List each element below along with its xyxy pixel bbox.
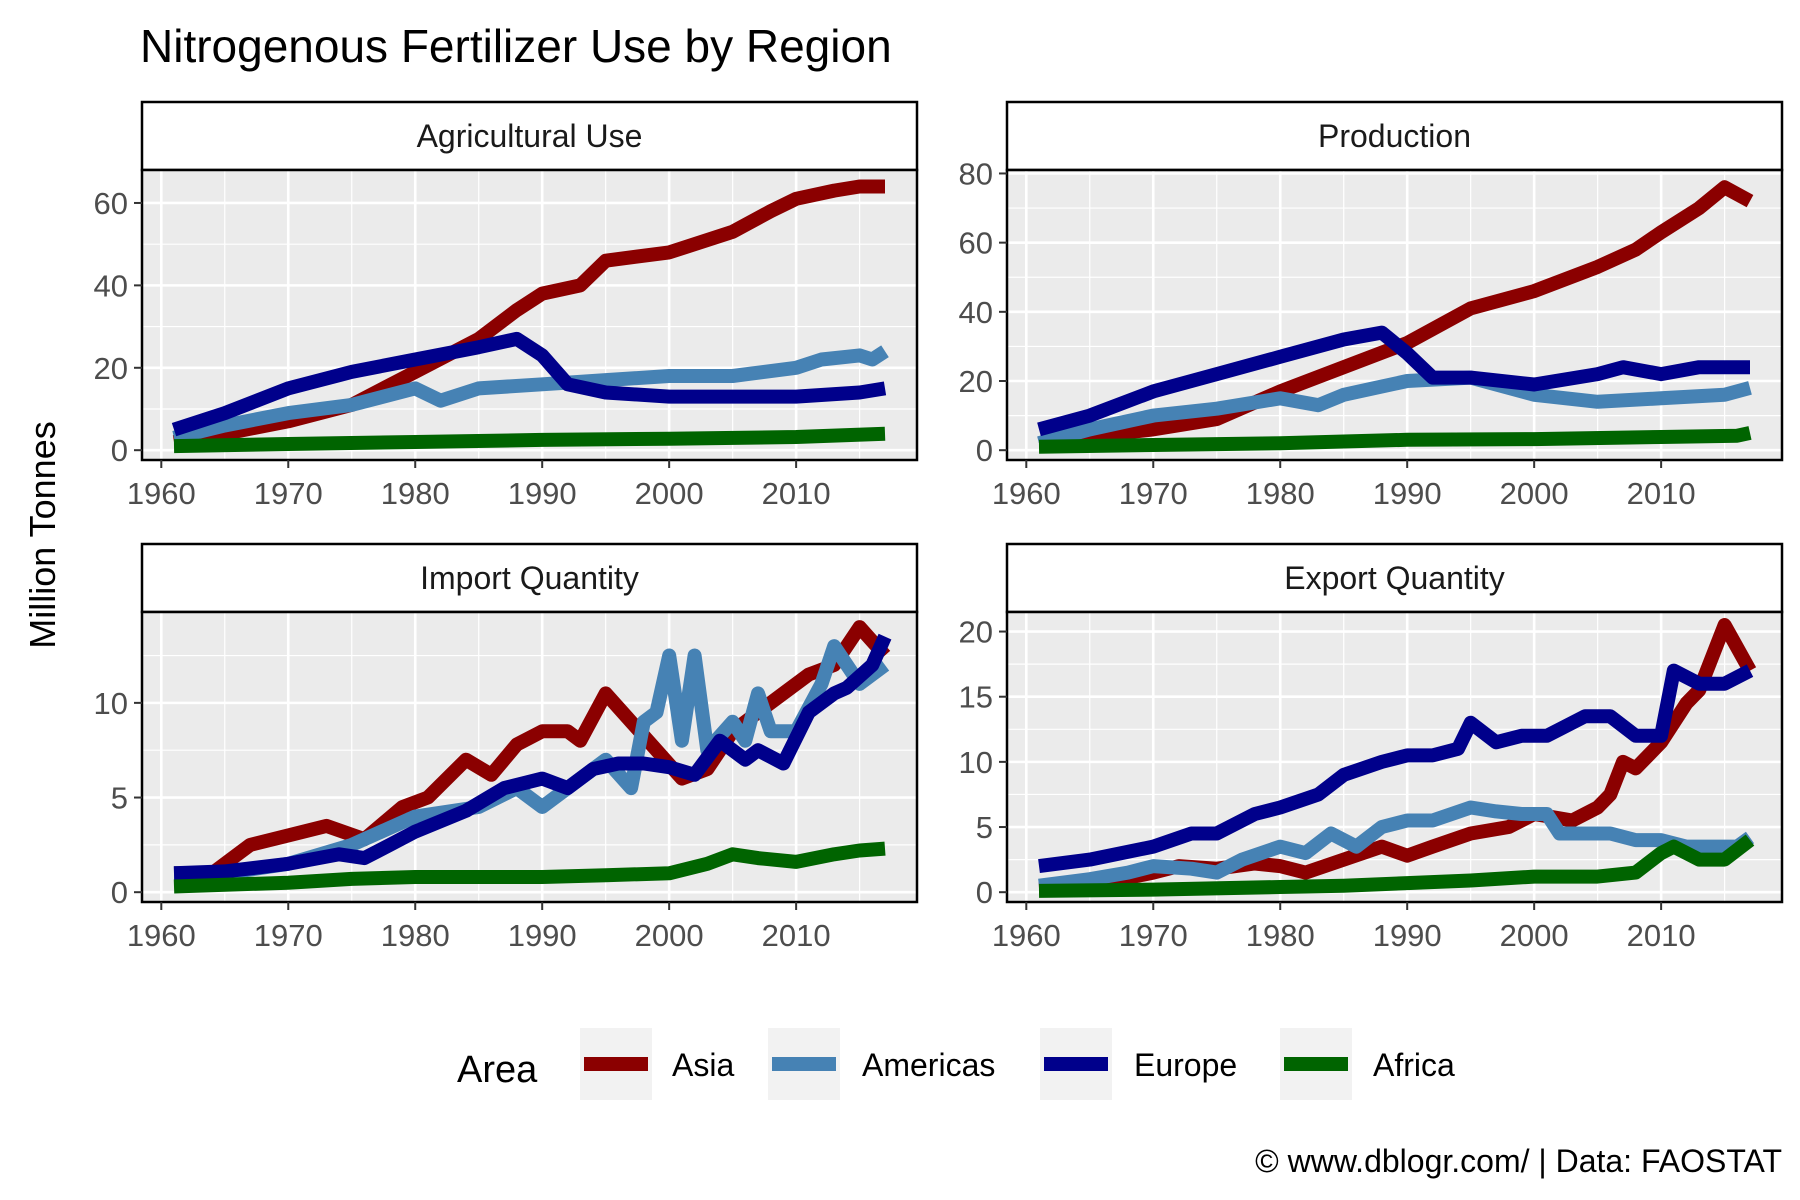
panel-border: [140, 168, 919, 462]
y-tick-label: 5: [111, 781, 128, 816]
x-tick-label: 1980: [381, 476, 450, 511]
panel-agricultural-use: Agricultural Use 1960 1970 1980 1990 2000 2010…: [94, 100, 919, 511]
y-tick-label: 40: [959, 295, 993, 330]
series-line-asia: [1038, 180, 1754, 451]
legend-title: Area: [457, 1049, 538, 1091]
x-tick-label: 1980: [1246, 918, 1315, 953]
y-tick-label: 20: [94, 351, 128, 386]
legend-label-africa: Africa: [1373, 1047, 1455, 1083]
series-line-africa: [1038, 426, 1752, 454]
y-tick-label: 60: [959, 226, 993, 261]
panel-production: Production 1960 1970 1980 1990 2000 2010 0 20 40 6…: [959, 100, 1784, 511]
y-tick-label: 10: [959, 745, 993, 780]
series-line-africa: [1038, 834, 1755, 898]
strip-label-import-quantity: Import Quantity: [420, 560, 639, 596]
strip-label-agricultural-use: Agricultural Use: [417, 118, 643, 154]
x-tick-label: 1980: [381, 918, 450, 953]
x-tick-label: 1970: [1119, 918, 1188, 953]
x-tick-label: 1990: [508, 918, 577, 953]
legend: Area Asia Americas Europe Africa: [457, 1028, 1455, 1100]
y-tick-label: 10: [94, 686, 128, 721]
panel-import-quantity: Import Quantity 1960 1970 1980 1990 2000 2010 0…: [94, 542, 919, 953]
strip-label-export-quantity: Export Quantity: [1284, 560, 1505, 596]
x-tick-label: 2000: [635, 476, 704, 511]
y-tick-label: 0: [976, 433, 993, 468]
x-tick-label: 1960: [127, 476, 196, 511]
series-line-americas: [1038, 800, 1755, 893]
strip-import-quantity: [140, 542, 919, 614]
x-tick-label: 1990: [508, 476, 577, 511]
y-tick-label: 20: [959, 364, 993, 399]
x-tick-label: 1990: [1373, 476, 1442, 511]
legend-item-americas: Americas: [768, 1028, 995, 1100]
legend-item-africa: Africa: [1280, 1028, 1455, 1100]
series-line-asia: [174, 620, 891, 881]
panel-border: [140, 610, 919, 904]
x-tick-label: 2010: [762, 476, 831, 511]
x-tick-label: 2000: [1500, 918, 1569, 953]
y-tick-label: 60: [94, 186, 128, 221]
legend-label-americas: Americas: [862, 1047, 995, 1083]
x-tick-label: 2000: [1500, 476, 1569, 511]
x-tick-label: 1960: [992, 918, 1061, 953]
y-tick-label: 15: [959, 680, 993, 715]
x-tick-label: 1970: [1119, 476, 1188, 511]
legend-item-europe: Europe: [1040, 1028, 1237, 1100]
x-tick-label: 2000: [635, 918, 704, 953]
strip-export-quantity: [1005, 542, 1784, 614]
x-tick-label: 1970: [254, 476, 323, 511]
series-line-americas: [1037, 370, 1752, 451]
y-tick-label: 0: [976, 875, 993, 910]
series-line-europe: [173, 633, 892, 881]
y-tick-label: 5: [976, 810, 993, 845]
chart-title: Nitrogenous Fertilizer Use by Region: [140, 20, 892, 72]
y-tick-label: 0: [111, 433, 128, 468]
x-tick-label: 2010: [1627, 918, 1696, 953]
series-line-europe: [1038, 663, 1754, 874]
legend-label-asia: Asia: [672, 1047, 734, 1083]
x-tick-label: 1960: [127, 918, 196, 953]
legend-item-asia: Asia: [580, 1028, 734, 1100]
panel-border: [1005, 610, 1784, 904]
y-axis-label: Million Tonnes: [22, 421, 63, 648]
series-line-africa: [173, 426, 886, 454]
caption: © www.dblogr.com/ | Data: FAOSTAT: [1255, 1143, 1782, 1179]
x-tick-label: 2010: [1627, 476, 1696, 511]
series-line-africa: [173, 841, 886, 894]
y-tick-label: 40: [94, 268, 128, 303]
x-tick-label: 1960: [992, 476, 1061, 511]
legend-label-europe: Europe: [1134, 1047, 1237, 1083]
x-tick-label: 2010: [762, 918, 831, 953]
y-tick-label: 0: [111, 875, 128, 910]
x-tick-label: 1980: [1246, 476, 1315, 511]
y-tick-label: 80: [959, 156, 993, 191]
series-line-europe: [1037, 325, 1750, 437]
y-tick-label: 20: [959, 615, 993, 650]
strip-agricultural-use: [140, 100, 919, 172]
series-line-europe: [171, 331, 887, 437]
x-tick-label: 1970: [254, 918, 323, 953]
x-tick-label: 1990: [1373, 918, 1442, 953]
panel-background: [1007, 170, 1782, 460]
strip-label-production: Production: [1318, 118, 1471, 154]
panel-border: [1005, 168, 1784, 462]
